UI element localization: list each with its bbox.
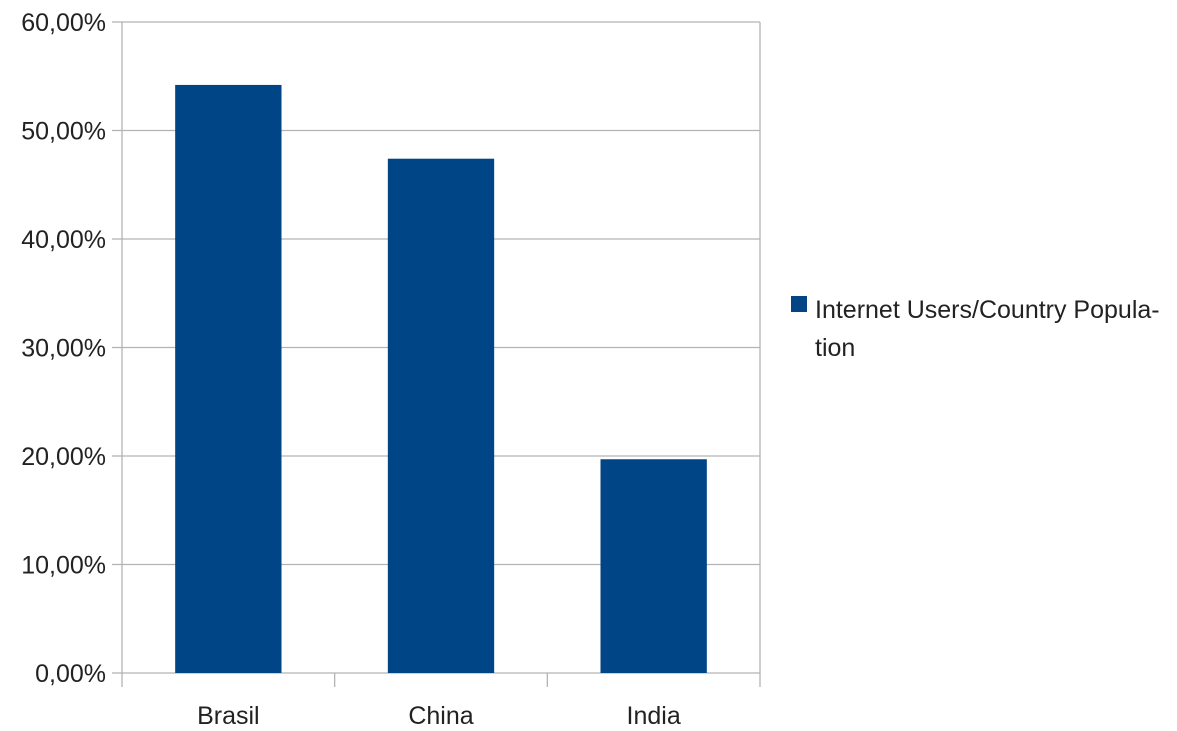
y-tick-label: 10,00% — [21, 552, 106, 580]
bar — [175, 84, 282, 674]
x-tick-label: Brasil — [197, 702, 260, 730]
bar — [600, 459, 707, 673]
y-tick-label: 50,00% — [21, 118, 106, 146]
y-tick-label: 40,00% — [21, 226, 106, 254]
y-tick-label: 60,00% — [21, 9, 106, 37]
x-tick-label: China — [408, 702, 473, 730]
legend-swatch — [791, 296, 807, 312]
y-tick-label: 0,00% — [35, 660, 106, 688]
legend-label-line1: Internet Users/Country Popula- — [815, 296, 1160, 324]
x-tick-labels: Brasil China India — [197, 702, 681, 730]
y-tick-labels: 0,00% 10,00% 20,00% 30,00% 40,00% 50,00% 60,00… — [21, 9, 106, 688]
x-tick-label: India — [627, 702, 681, 730]
y-tick-label: 20,00% — [21, 443, 106, 471]
legend-label-line2: tion — [815, 334, 855, 362]
bar — [387, 158, 495, 673]
legend: Internet Users/Country Popula- tion — [791, 296, 1160, 362]
y-tick-label: 30,00% — [21, 335, 106, 363]
axes — [112, 21, 761, 687]
bars — [175, 84, 707, 674]
